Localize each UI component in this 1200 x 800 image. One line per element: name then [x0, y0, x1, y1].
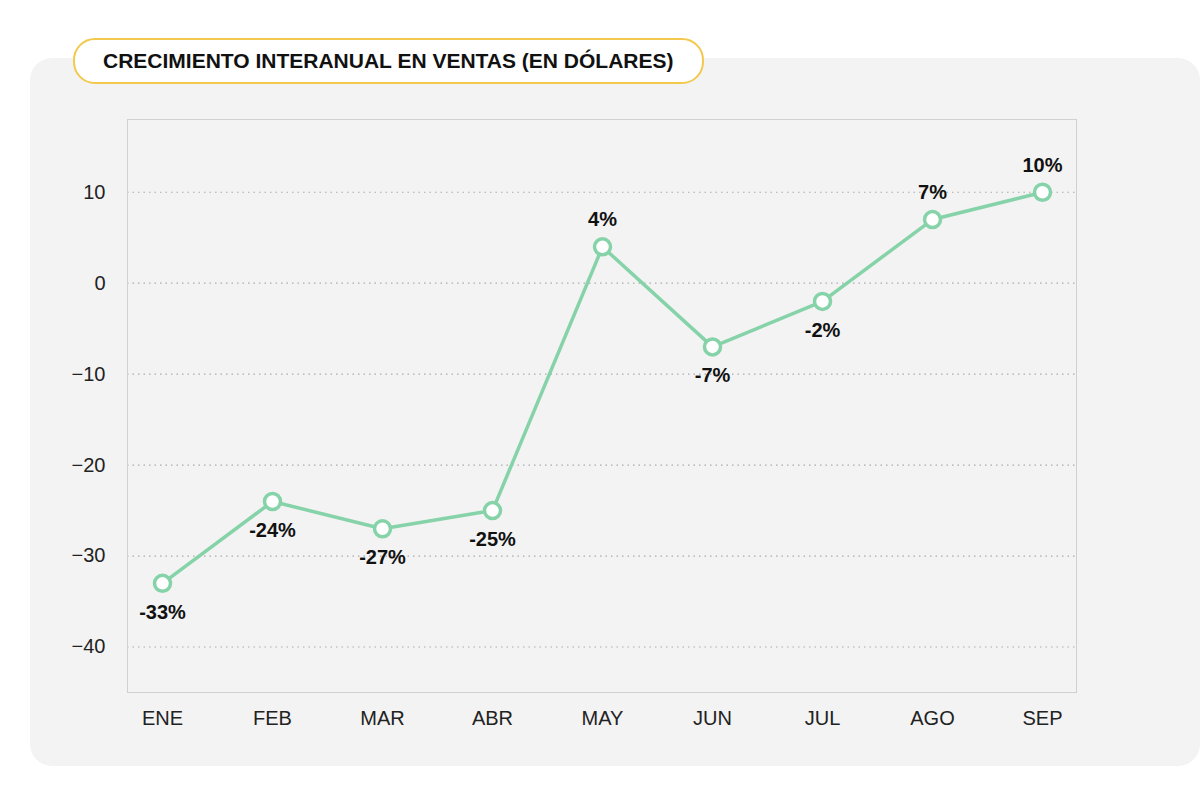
svg-text:−10: −10: [72, 363, 106, 385]
svg-text:−30: −30: [72, 544, 106, 566]
svg-text:MAY: MAY: [582, 707, 624, 729]
svg-text:−40: −40: [72, 635, 106, 657]
svg-text:10: 10: [83, 181, 105, 203]
svg-text:-33%: -33%: [139, 601, 186, 623]
svg-text:ABR: ABR: [472, 707, 513, 729]
svg-text:-7%: -7%: [695, 364, 731, 386]
svg-text:−20: −20: [72, 454, 106, 476]
svg-text:4%: 4%: [588, 208, 617, 230]
svg-text:-24%: -24%: [249, 519, 296, 541]
svg-text:10%: 10%: [1022, 154, 1062, 176]
svg-text:-2%: -2%: [805, 319, 841, 341]
html-text:CRECIMIENTO INTERANUAL EN VENT: CRECIMIENTO INTERANUAL EN VENTAS (EN DÓL…: [103, 49, 674, 72]
svg-text:JUN: JUN: [693, 707, 732, 729]
svg-text:ENE: ENE: [142, 707, 183, 729]
svg-text:-25%: -25%: [469, 528, 516, 550]
svg-text:JUL: JUL: [805, 707, 841, 729]
svg-text:0: 0: [94, 272, 105, 294]
svg-text:AGO: AGO: [910, 707, 954, 729]
svg-text:-27%: -27%: [359, 546, 406, 568]
svg-text:FEB: FEB: [253, 707, 292, 729]
svg-text:7%: 7%: [918, 181, 947, 203]
svg-text:SEP: SEP: [1022, 707, 1062, 729]
svg-text:MAR: MAR: [360, 707, 404, 729]
